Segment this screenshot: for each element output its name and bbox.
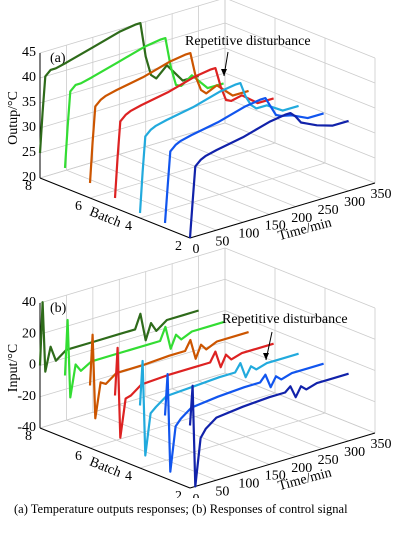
x-tick-label: 200	[291, 211, 312, 226]
grid-line	[89, 142, 276, 199]
grid-line	[224, 22, 376, 84]
x-tick-label: 50	[215, 234, 229, 249]
grid-line	[224, 310, 376, 371]
grid-line	[224, 278, 376, 340]
x-tick-label: 350	[371, 437, 392, 452]
grid-line	[139, 412, 326, 469]
batch-tick-label: 6	[75, 199, 82, 214]
axis-line	[39, 177, 191, 239]
grid-line	[228, 0, 376, 59]
z-tick-label: 20	[22, 326, 36, 341]
grid-line	[145, 396, 296, 457]
x-tick-label: 100	[238, 227, 259, 242]
z-axis-label: Outup/°C	[6, 91, 21, 145]
axis-line	[189, 432, 376, 489]
x-tick-label: 300	[344, 445, 365, 460]
panel-label: (a)	[50, 51, 66, 66]
series-line	[38, 301, 199, 373]
grid-line	[139, 162, 326, 219]
arrow-head	[221, 69, 227, 76]
grid-line	[224, 122, 376, 184]
z-tick-label: -40	[17, 420, 36, 435]
batch-tick-label: 4	[125, 469, 132, 484]
x-tick-label: 250	[318, 453, 339, 468]
grid-line	[39, 372, 226, 429]
z-tick-label: 45	[22, 45, 36, 60]
caption: (a) Temperature outputs responses; (b) R…	[14, 502, 348, 516]
grid-line	[39, 247, 226, 304]
grid-line	[39, 22, 226, 79]
x-tick-label: 0	[193, 242, 200, 257]
z-tick-label: 20	[22, 170, 36, 185]
batch-tick-label: 2	[175, 239, 182, 254]
grid-line	[224, 47, 376, 109]
series-line	[188, 372, 349, 488]
x-tick-label: 150	[265, 219, 286, 234]
series-line	[163, 97, 324, 224]
series-line	[138, 82, 299, 214]
grid-line	[224, 72, 376, 134]
series-line	[38, 22, 199, 154]
series-line	[88, 52, 249, 184]
batch-tick-label: 4	[125, 219, 132, 234]
x-tick-label: 0	[193, 492, 200, 498]
grid-line	[39, 72, 226, 129]
batch-tick-label: 6	[75, 449, 82, 464]
grid-line	[92, 411, 244, 473]
grid-line	[224, 247, 376, 309]
series-line	[138, 352, 299, 457]
grid-line	[39, 122, 226, 179]
series-line	[63, 318, 224, 399]
grid-line	[224, 372, 376, 434]
x-tick-label: 50	[215, 484, 229, 498]
grid-line	[66, 419, 217, 481]
grid-line	[39, 278, 226, 335]
series-line	[113, 67, 274, 199]
z-tick-label: 40	[22, 295, 36, 310]
grid-line	[198, 130, 349, 192]
z-tick-label: 25	[22, 145, 36, 160]
x-tick-label: 150	[265, 469, 286, 484]
grid-line	[171, 138, 323, 200]
x-tick-label: 350	[371, 187, 392, 202]
panel-label: (b)	[50, 301, 67, 316]
grid-line	[89, 392, 276, 449]
batch-tick-label: 2	[175, 489, 182, 498]
axis-line	[39, 427, 191, 489]
grid-line	[224, 97, 376, 159]
z-tick-label: 30	[22, 120, 36, 135]
x-tick-label: 250	[318, 203, 339, 218]
series-line	[188, 112, 349, 239]
x-tick-label: 300	[344, 195, 365, 210]
chart: 0501001502002503003502468202530354045Tim…	[6, 0, 392, 498]
x-tick-label: 200	[291, 461, 312, 476]
z-tick-label: 0	[29, 358, 36, 373]
axis-line	[189, 182, 376, 239]
z-axis-label: Input/°C	[6, 344, 21, 392]
z-tick-label: -20	[17, 389, 36, 404]
annotation: Repetitive disturbance	[222, 312, 348, 327]
grid-line	[171, 388, 323, 450]
x-tick-label: 100	[238, 477, 259, 492]
series-line	[163, 362, 324, 473]
grid-line	[39, 310, 226, 366]
arrow-head	[263, 353, 269, 360]
batch-tick-label: 8	[25, 429, 32, 444]
annotation: Repetitive disturbance	[185, 34, 311, 49]
z-tick-label: 35	[22, 95, 36, 110]
series-line	[113, 342, 274, 439]
grid-line	[198, 380, 349, 442]
series-line	[88, 331, 249, 420]
batch-tick-label: 8	[25, 179, 32, 194]
z-tick-label: 40	[22, 70, 36, 85]
